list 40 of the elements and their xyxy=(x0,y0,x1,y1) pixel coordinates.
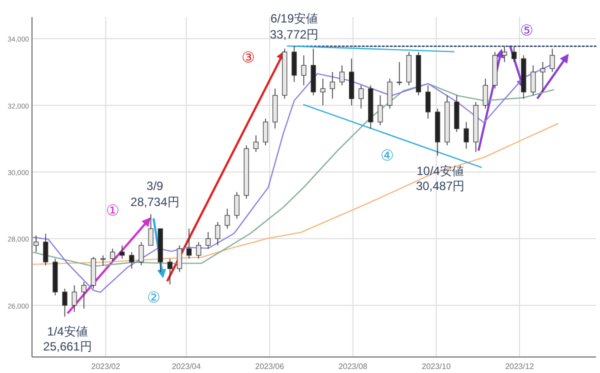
candlestick xyxy=(540,62,546,92)
annotation: ⑤ xyxy=(520,22,533,40)
x-tick-label: 2023/10 xyxy=(422,362,452,371)
annotation: 3/9 28,734円 xyxy=(130,179,180,210)
x-tick-label: 2023/06 xyxy=(255,362,285,371)
candlestick xyxy=(110,248,116,262)
candlestick xyxy=(464,122,469,150)
x-tick-label: 2023/04 xyxy=(172,362,202,371)
candlestick xyxy=(512,46,517,62)
annotation: ④ xyxy=(380,147,394,164)
candlestick xyxy=(396,62,402,86)
candlestick xyxy=(138,242,144,266)
candlestick xyxy=(550,48,555,72)
candlestick xyxy=(43,233,48,266)
annotation: ② xyxy=(147,289,160,306)
candlestick xyxy=(186,228,192,260)
annotation: ③ xyxy=(241,50,254,67)
candlestick xyxy=(502,46,508,62)
x-tick-label: 2023/08 xyxy=(338,362,368,371)
candlestick xyxy=(167,258,172,285)
candlestick xyxy=(176,244,182,272)
candlestick xyxy=(129,252,134,270)
candlestick xyxy=(224,208,230,230)
candlestick xyxy=(330,72,335,100)
annotation: 6/19安値 33,772円 xyxy=(270,11,319,42)
x-tick-label: 2023/02 xyxy=(91,362,121,371)
candlestick xyxy=(253,134,259,152)
candlestick xyxy=(196,242,202,260)
annotation: 1/4安値 25,661円 xyxy=(43,324,92,354)
candlestick xyxy=(425,84,431,120)
candlestick xyxy=(339,64,345,86)
candlestick xyxy=(62,288,68,318)
candlestick xyxy=(530,64,536,96)
candlestick xyxy=(120,244,125,260)
annotation: ① xyxy=(106,202,120,220)
x-tick-label: 2023/12 xyxy=(505,362,535,371)
candlestick xyxy=(301,54,306,86)
line-series xyxy=(32,123,558,265)
candlestick xyxy=(292,46,297,82)
candlestick xyxy=(234,192,240,220)
